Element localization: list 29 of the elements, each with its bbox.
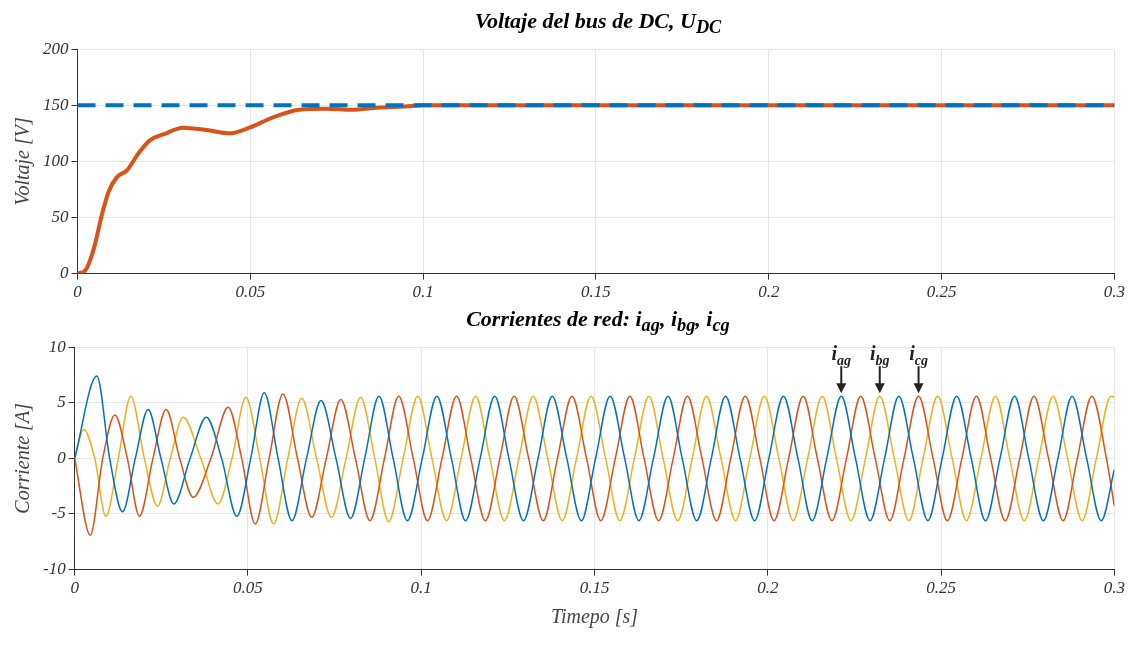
chart-title: Corrientes de red: i$_{ag}$, i$_{bg}$, i$_{cg}$	[465, 306, 731, 336]
y-tick-label: 150	[43, 94, 69, 114]
y-tick-label: -10	[42, 559, 67, 579]
y-tick-label: 0	[57, 447, 67, 467]
y-axis-title: Corriente [A]	[11, 403, 34, 514]
x-axis-title: Timepo [s]	[550, 605, 639, 629]
x-tick-label: 0.15	[581, 282, 611, 302]
y-axis-title: Voltaje [V]	[11, 117, 35, 206]
x-tick-label: 0.2	[757, 578, 779, 598]
x-tick-label: 0.1	[412, 282, 434, 302]
y-tick-label: 0	[60, 263, 69, 283]
x-tick-label: 0.3	[1103, 578, 1125, 598]
x-tick-label: 0.15	[579, 578, 610, 598]
x-tick-label: 0.25	[926, 282, 957, 302]
x-tick-label: 0.3	[1103, 282, 1125, 302]
x-tick-label: 0.05	[235, 282, 266, 302]
y-tick-label: 200	[43, 38, 69, 58]
x-tick-label: 0.2	[758, 282, 780, 302]
y-tick-label: -5	[51, 503, 66, 523]
chart-title: Voltaje del bus de DC, U$_{DC}$	[473, 8, 723, 38]
y-tick-label: 100	[43, 150, 69, 170]
line-series	[74, 375, 1115, 522]
y-tick-label: 10	[48, 336, 67, 356]
x-tick-label: 0.05	[233, 578, 263, 598]
y-tick-label: 5	[57, 392, 66, 412]
x-tick-label: 0	[73, 282, 83, 302]
x-tick-label: 0.1	[410, 578, 432, 598]
y-tick-label: 50	[51, 206, 69, 226]
x-tick-label: 0.25	[926, 578, 956, 598]
